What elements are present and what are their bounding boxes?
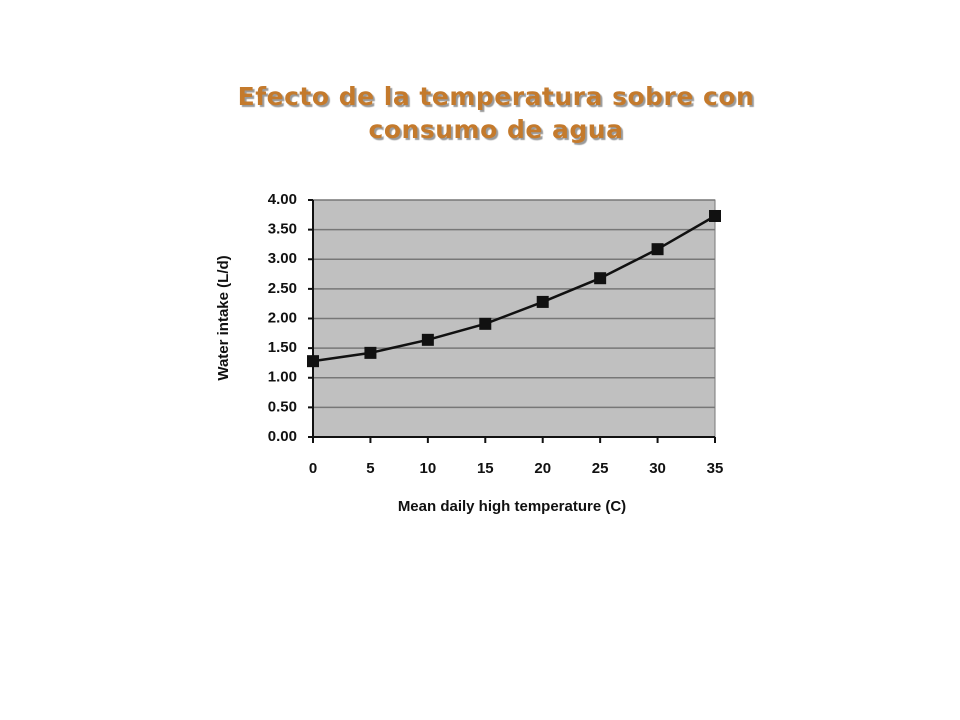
point-marker bbox=[709, 209, 721, 222]
x-tick-label: 35 bbox=[707, 460, 724, 477]
x-tick-label: 20 bbox=[534, 460, 551, 477]
x-tick-label: 30 bbox=[649, 460, 666, 477]
y-tick-label: 2.00 bbox=[268, 309, 297, 326]
y-tick-label: 1.00 bbox=[268, 369, 297, 386]
x-tick-label: 10 bbox=[420, 460, 437, 477]
y-tick-label: 2.50 bbox=[268, 280, 297, 297]
x-tick-label: 25 bbox=[592, 460, 609, 477]
y-tick-label: 0.50 bbox=[268, 398, 297, 415]
y-tick-label: 0.00 bbox=[268, 428, 297, 445]
y-tick-label: 4.00 bbox=[268, 191, 297, 208]
point-marker bbox=[364, 346, 377, 359]
point-marker bbox=[307, 355, 319, 368]
point-marker bbox=[594, 272, 607, 285]
point-marker bbox=[479, 317, 492, 330]
x-tick-label: 15 bbox=[477, 460, 494, 477]
y-tick-label: 3.50 bbox=[268, 221, 297, 238]
x-tick-label: 0 bbox=[309, 460, 317, 477]
x-tick-label: 5 bbox=[366, 460, 374, 477]
y-tick-label: 1.50 bbox=[268, 339, 297, 356]
slide-title: Efecto de la temperatura sobre con consu… bbox=[237, 82, 755, 144]
x-axis-label: Mean daily high temperature (C) bbox=[398, 498, 626, 515]
y-axis-label: Water intake (L/d) bbox=[215, 255, 232, 380]
y-tick-label: 3.00 bbox=[268, 250, 297, 267]
series-line bbox=[312, 214, 716, 363]
point-marker bbox=[421, 333, 434, 346]
point-marker bbox=[651, 243, 664, 256]
point-marker bbox=[536, 295, 549, 308]
